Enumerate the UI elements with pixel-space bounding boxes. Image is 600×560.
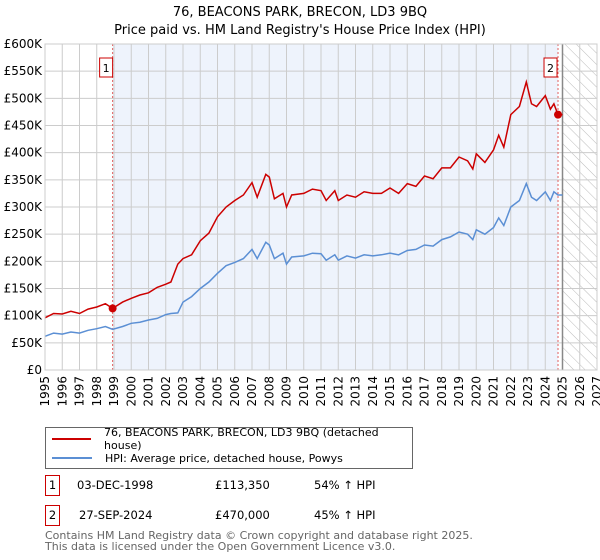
series-line-property: [44, 79, 563, 319]
sale-point: [108, 304, 117, 313]
x-tick-label: 1998: [90, 376, 104, 407]
y-tick-label: £450K: [4, 119, 44, 133]
x-tick-label: 2011: [314, 376, 328, 407]
x-tick-label: 1995: [38, 376, 52, 407]
y-tick-label: £200K: [4, 254, 44, 268]
x-tick-label: 1996: [55, 376, 69, 407]
transaction-badge: 1: [45, 475, 60, 496]
x-tick-label: 2009: [280, 376, 294, 407]
y-tick-label: £400K: [4, 146, 44, 160]
x-tick-label: 2021: [487, 376, 501, 407]
plot-border: [44, 43, 598, 371]
footer-copyright: Contains HM Land Registry data © Crown c…: [45, 529, 473, 542]
legend-label: HPI: Average price, detached house, Powy…: [105, 451, 343, 465]
price-chart: £0 £50K £100K £150K £200K £250K £300K £350K £400…: [4, 37, 600, 407]
y-tick-label: £300K: [4, 200, 44, 214]
x-tick-label: 2010: [297, 376, 311, 407]
x-tick-label: 2020: [469, 376, 483, 407]
legend-item-property: 76, BEACONS PARK, BRECON, LD3 9BQ (detac…: [52, 426, 412, 452]
x-tick-label: 2019: [452, 376, 466, 407]
legend: 76, BEACONS PARK, BRECON, LD3 9BQ (detac…: [45, 426, 413, 469]
y-tick-label: £500K: [4, 91, 44, 105]
sale-point: [554, 110, 563, 119]
y-tick-label: £550K: [4, 64, 44, 78]
transaction-price: £113,350: [215, 478, 270, 492]
x-tick-label: 2012: [331, 376, 345, 407]
legend-item-hpi: HPI: Average price, detached house, Powy…: [52, 449, 343, 467]
x-tick-label: 2025: [556, 376, 570, 407]
title-subtitle: Price paid vs. HM Land Registry's House …: [114, 23, 486, 38]
transaction-hpi: 45% ↑ HPI: [314, 508, 376, 522]
x-tick-label: 2008: [262, 376, 276, 407]
transaction-hpi: 54% ↑ HPI: [314, 478, 376, 492]
legend-swatch-red: [52, 438, 92, 440]
x-tick-label: 2027: [590, 376, 600, 407]
transaction-date: 03-DEC-1998: [77, 478, 154, 492]
legend-label: 76, BEACONS PARK, BRECON, LD3 9BQ (detac…: [104, 426, 379, 452]
x-tick-label: 2004: [193, 376, 207, 407]
transaction-price: £470,000: [215, 508, 270, 522]
transaction-badge: 2: [45, 505, 60, 526]
x-tick-label: 1997: [73, 376, 87, 407]
annotation-label: 2: [547, 62, 554, 75]
x-tick-label: 2015: [383, 376, 397, 407]
annotation-box: [543, 57, 558, 78]
y-tick-label: £0: [27, 363, 42, 377]
annotation-label: 1: [103, 62, 110, 75]
footer: Contains HM Land Registry data © Crown c…: [45, 530, 473, 552]
x-tick-label: 2003: [176, 376, 190, 407]
x-tick-label: 2013: [349, 376, 363, 407]
x-tick-label: 2007: [245, 376, 259, 407]
series-line-hpi: [44, 181, 563, 338]
chart-title: 76, BEACONS PARK, BRECON, LD3 9BQ Price …: [0, 4, 600, 40]
x-tick-label: 2017: [418, 376, 432, 407]
x-tick-label: 2005: [211, 376, 225, 407]
x-tick-label: 2006: [228, 376, 242, 407]
x-tick-label: 2001: [142, 376, 156, 407]
x-tick-label: 2000: [124, 376, 138, 407]
y-tick-label: £350K: [4, 173, 44, 187]
legend-swatch-blue: [52, 457, 92, 459]
transaction-row: 1 03-DEC-1998 £113,350 54% ↑ HPI: [45, 475, 545, 497]
x-tick-label: 2018: [435, 376, 449, 407]
y-tick-label: £100K: [4, 309, 44, 323]
x-tick-label: 2026: [573, 376, 587, 407]
x-tick-label: 2024: [538, 376, 552, 407]
transaction-row: 2 27-SEP-2024 £470,000 45% ↑ HPI: [45, 505, 545, 527]
x-tick-label: 2023: [521, 376, 535, 407]
x-tick-label: 2016: [400, 376, 414, 407]
x-tick-label: 1999: [107, 376, 121, 407]
annotation-box: [99, 57, 114, 78]
y-tick-label: £250K: [4, 227, 44, 241]
y-tick-label: £50K: [11, 336, 43, 350]
x-tick-label: 2002: [159, 376, 173, 407]
y-tick-label: £150K: [4, 282, 44, 296]
title-address: 76, BEACONS PARK, BRECON, LD3 9BQ: [172, 5, 428, 20]
transaction-date: 27-SEP-2024: [79, 508, 153, 522]
x-tick-label: 2022: [504, 376, 518, 407]
x-tick-label: 2014: [366, 376, 380, 407]
y-tick-label: £600K: [4, 37, 44, 51]
footer-licence: This data is licensed under the Open Gov…: [45, 540, 396, 553]
